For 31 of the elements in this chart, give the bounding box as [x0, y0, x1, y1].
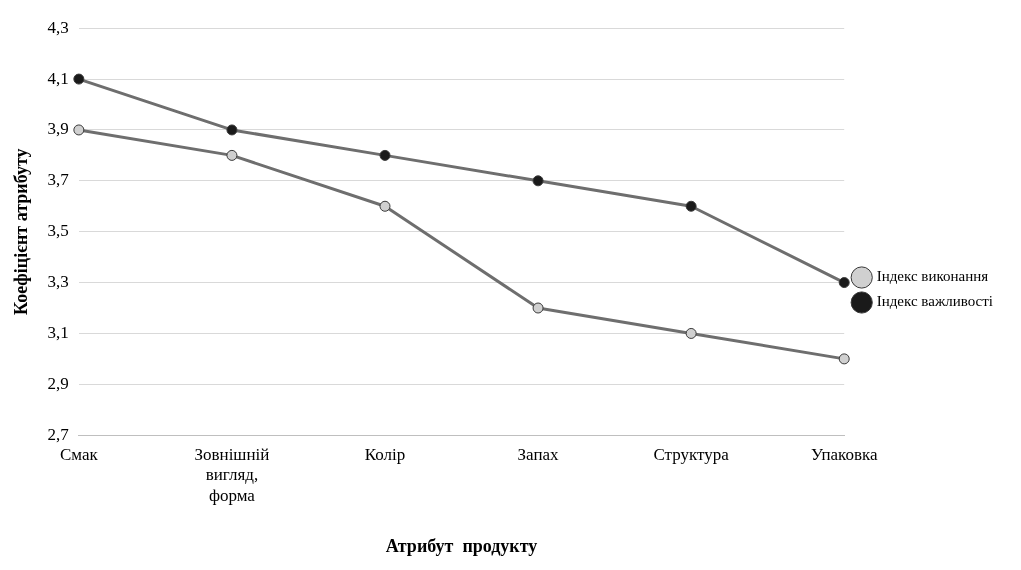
y-tick-label: 3,7	[47, 170, 70, 190]
legend-label: Індекс виконання	[876, 268, 989, 285]
point	[226, 124, 238, 136]
y-tick-label: 2,7	[47, 424, 70, 444]
point	[73, 73, 85, 85]
point	[532, 175, 544, 187]
y-tick-label: 3,9	[47, 119, 69, 139]
y-tick-label: 3,1	[47, 322, 69, 342]
point	[685, 200, 697, 212]
legend-label: Індекс важливості	[876, 293, 994, 310]
y-tick-label: 3,5	[47, 221, 69, 241]
x-tick-label: Упаковка	[810, 444, 878, 464]
x-tick-label: Структура	[653, 444, 730, 464]
point	[838, 353, 850, 365]
x-axis-title: Атрибут продукту	[385, 535, 538, 556]
point	[685, 327, 697, 339]
y-tick-label: 3,3	[47, 272, 69, 292]
y-tick-label: 4,1	[47, 68, 69, 88]
y-tick-label: 2,9	[47, 373, 69, 393]
y-axis-title: Коефіцієнт атрибуту	[11, 148, 32, 315]
x-tick-label: Колір	[364, 444, 406, 464]
point	[226, 149, 238, 161]
x-tick-label: Смак	[59, 444, 99, 464]
point	[532, 302, 544, 314]
y-tick-label: 4,3	[47, 17, 69, 37]
point	[379, 149, 391, 161]
point	[73, 124, 85, 136]
x-tick-label: Зовнішній вигляд, форма	[194, 444, 270, 505]
point	[379, 200, 391, 212]
x-tick-label: Запах	[517, 444, 560, 464]
point	[838, 277, 850, 289]
